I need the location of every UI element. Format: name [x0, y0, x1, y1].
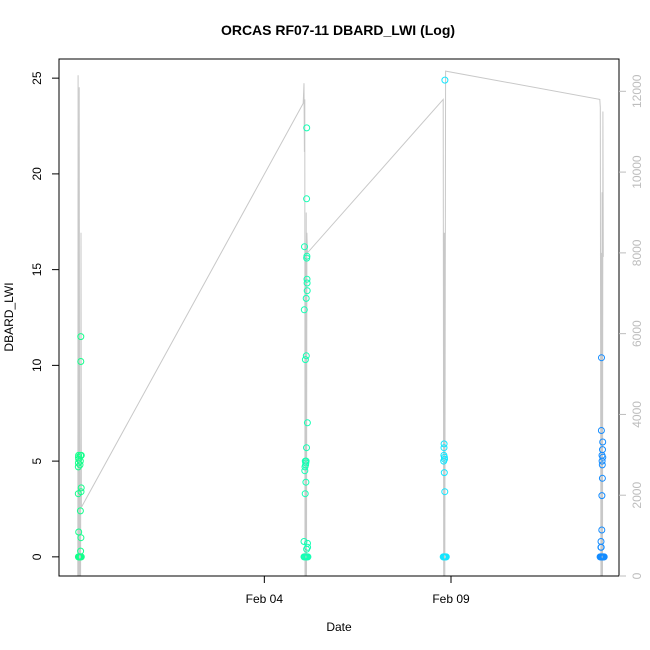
- data-point: [597, 427, 605, 434]
- points-layer: [74, 76, 608, 561]
- data-point: [599, 453, 607, 461]
- data-point: [77, 484, 85, 492]
- data-point: [303, 124, 311, 132]
- data-point: [77, 534, 85, 542]
- data-point: [303, 275, 311, 283]
- data-point: [598, 461, 606, 469]
- data-point: [300, 538, 308, 545]
- y-axis: 0 5 10 15 20 25: [30, 71, 60, 560]
- data-point: [598, 526, 606, 534]
- x-axis: Feb 04 Feb 09: [246, 576, 470, 606]
- data-point: [302, 352, 310, 360]
- y2-tick-label: 12000: [630, 74, 644, 108]
- data-point: [598, 457, 606, 465]
- data-point: [303, 419, 311, 427]
- y2-tick-label: 10000: [630, 155, 644, 189]
- secondary-series-line: [77, 70, 604, 577]
- y-tick-label: 10: [30, 358, 44, 372]
- data-point: [303, 279, 311, 287]
- data-point: [302, 478, 310, 486]
- data-point: [77, 488, 85, 496]
- data-point: [303, 444, 310, 452]
- data-point: [301, 490, 309, 498]
- data-point: [303, 252, 311, 260]
- y-tick-label: 25: [30, 71, 44, 85]
- data-point: [304, 539, 311, 547]
- y2-tick-label: 4000: [630, 401, 644, 428]
- data-point: [441, 455, 448, 463]
- data-point: [302, 457, 310, 465]
- data-point: [599, 446, 606, 454]
- data-point: [440, 440, 448, 448]
- y2-axis: 0 2000 4000 6000 8000 10000 12000: [619, 74, 644, 579]
- data-point: [440, 469, 448, 477]
- data-point: [598, 492, 606, 500]
- data-point: [301, 243, 308, 251]
- chart-title: ORCAS RF07-11 DBARD_LWI (Log): [221, 22, 455, 38]
- x-tick-label: Feb 04: [246, 592, 284, 606]
- data-point: [599, 438, 607, 446]
- y-tick-label: 0: [30, 553, 44, 560]
- y2-tick-label: 2000: [630, 482, 644, 509]
- data-point: [598, 354, 605, 362]
- data-point: [597, 543, 605, 551]
- data-point: [76, 461, 84, 469]
- x-axis-label: Date: [326, 620, 352, 634]
- data-point: [598, 474, 606, 482]
- data-point: [301, 356, 309, 364]
- secondary-series-layer: [77, 70, 604, 577]
- y-tick-label: 5: [30, 457, 44, 464]
- data-point: [304, 543, 312, 551]
- y2-tick-label: 8000: [630, 239, 644, 266]
- y-tick-label: 15: [30, 263, 44, 277]
- data-point: [302, 294, 310, 302]
- data-point: [440, 444, 448, 452]
- data-point: [303, 287, 311, 295]
- data-point: [77, 358, 85, 365]
- plot-frame: [58, 58, 620, 577]
- x-tick-label: Feb 09: [432, 592, 470, 606]
- data-point: [441, 76, 449, 84]
- y-tick-label: 20: [30, 167, 44, 181]
- data-point: [77, 553, 85, 561]
- data-point: [77, 333, 85, 341]
- y2-tick-label: 0: [630, 572, 644, 579]
- data-point: [441, 488, 449, 496]
- y2-tick-label: 6000: [630, 320, 644, 347]
- data-point: [303, 195, 311, 203]
- data-point: [300, 306, 308, 314]
- data-point: [76, 507, 84, 515]
- data-point: [442, 553, 450, 561]
- data-point: [600, 553, 608, 561]
- y-axis-label: DBARD_LWI: [2, 282, 16, 351]
- data-point: [77, 451, 85, 459]
- data-point: [304, 553, 312, 561]
